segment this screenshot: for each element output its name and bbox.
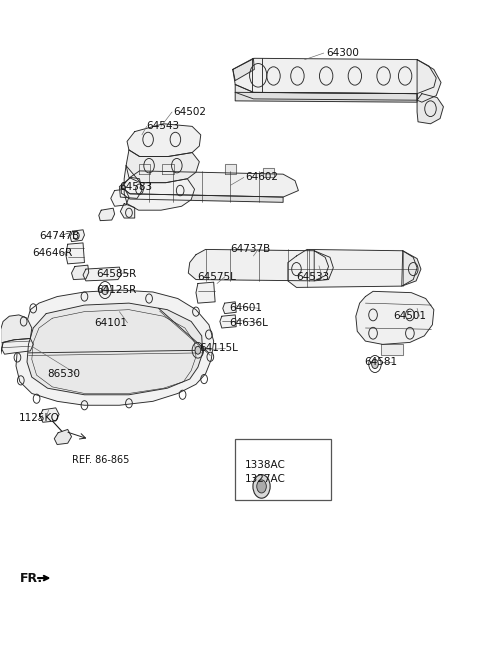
Text: 64585R: 64585R: [96, 269, 137, 279]
Polygon shape: [233, 58, 254, 81]
Text: 64501: 64501: [393, 311, 426, 321]
Circle shape: [257, 480, 266, 493]
Text: 64747B: 64747B: [39, 232, 79, 241]
Polygon shape: [139, 165, 150, 174]
Text: 64737B: 64737B: [230, 245, 271, 255]
Polygon shape: [99, 208, 115, 220]
Polygon shape: [220, 315, 236, 328]
Text: 64575L: 64575L: [197, 272, 236, 282]
Polygon shape: [381, 344, 403, 356]
Text: 64115L: 64115L: [199, 343, 238, 354]
Polygon shape: [188, 249, 328, 281]
Text: 64125R: 64125R: [96, 285, 137, 295]
Text: 64646R: 64646R: [32, 249, 72, 258]
Text: 1338AC: 1338AC: [245, 461, 286, 470]
Polygon shape: [121, 187, 283, 202]
Polygon shape: [70, 230, 84, 241]
Text: 86530: 86530: [48, 369, 81, 379]
Text: 64502: 64502: [173, 107, 206, 117]
Circle shape: [102, 285, 108, 295]
Polygon shape: [417, 60, 441, 102]
Polygon shape: [16, 290, 214, 405]
Text: 64601: 64601: [229, 303, 263, 314]
Polygon shape: [127, 124, 201, 157]
Polygon shape: [54, 430, 72, 445]
Polygon shape: [83, 267, 121, 281]
Polygon shape: [263, 168, 275, 177]
Text: 64543: 64543: [147, 121, 180, 131]
Polygon shape: [235, 92, 417, 102]
Circle shape: [253, 475, 270, 498]
Polygon shape: [162, 165, 174, 174]
Polygon shape: [402, 251, 421, 286]
Circle shape: [195, 346, 201, 354]
Polygon shape: [40, 408, 59, 422]
Polygon shape: [356, 291, 434, 344]
Text: REF. 86-865: REF. 86-865: [72, 455, 129, 465]
Polygon shape: [225, 165, 236, 174]
Text: 64300: 64300: [326, 48, 359, 58]
Polygon shape: [120, 177, 142, 198]
Text: 64101: 64101: [94, 318, 127, 328]
Text: 1125KO: 1125KO: [19, 413, 60, 423]
Polygon shape: [233, 58, 436, 94]
Polygon shape: [0, 315, 32, 354]
Polygon shape: [417, 94, 444, 124]
Text: 64602: 64602: [245, 173, 278, 182]
Polygon shape: [124, 166, 194, 210]
Text: 64533: 64533: [297, 272, 330, 282]
Text: FR.: FR.: [20, 571, 43, 584]
Circle shape: [372, 359, 378, 369]
Text: 64583: 64583: [120, 182, 153, 192]
Polygon shape: [121, 171, 299, 197]
Polygon shape: [314, 251, 333, 281]
Polygon shape: [223, 302, 236, 314]
Text: 64581: 64581: [364, 357, 397, 367]
Polygon shape: [27, 303, 203, 395]
Polygon shape: [72, 265, 89, 279]
Text: 1327AC: 1327AC: [245, 474, 286, 483]
Polygon shape: [288, 249, 417, 287]
FancyBboxPatch shape: [235, 440, 331, 499]
Polygon shape: [196, 282, 215, 303]
Polygon shape: [235, 85, 417, 100]
Polygon shape: [126, 150, 199, 182]
Polygon shape: [120, 203, 135, 218]
Polygon shape: [66, 243, 84, 264]
Polygon shape: [111, 189, 129, 206]
Polygon shape: [1, 338, 33, 354]
Text: 64636L: 64636L: [229, 318, 268, 328]
